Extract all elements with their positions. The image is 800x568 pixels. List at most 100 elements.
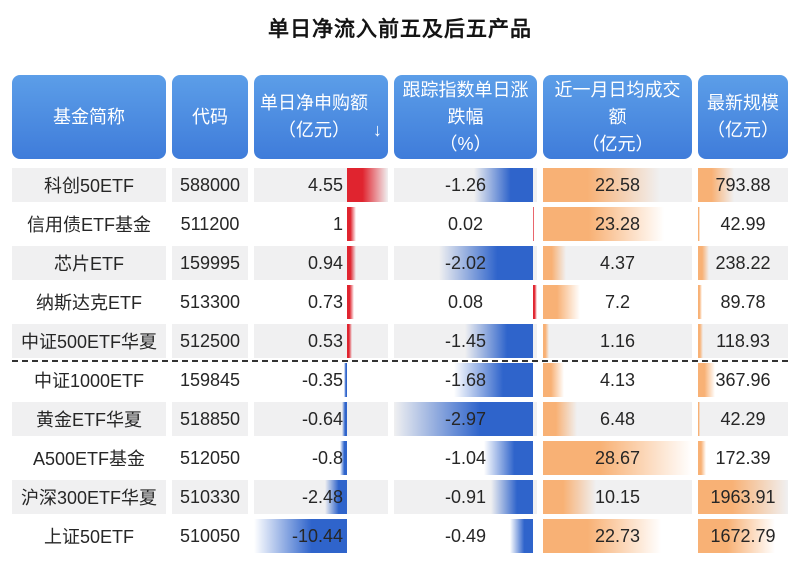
top-bottom-divider <box>12 360 788 362</box>
turnover-bar <box>543 207 664 241</box>
cell-name: 上证50ETF <box>12 519 166 553</box>
cell-code: 512050 <box>172 441 248 475</box>
cell-value: 23.28 <box>594 213 641 234</box>
sort-desc-icon[interactable]: ↓ <box>373 119 382 140</box>
cell-code: 512500 <box>172 324 248 358</box>
column-header-scale: 最新规模 （亿元） <box>698 75 788 159</box>
cell-net: -0.35 <box>254 363 388 397</box>
cell-value: 518850 <box>179 408 241 429</box>
chg-bar <box>533 207 535 241</box>
cell-value: 芯片ETF <box>54 254 124 274</box>
scale-bar <box>698 285 703 319</box>
cell-value: 黄金ETF华夏 <box>36 410 142 430</box>
cell-value: -0.8 <box>311 447 343 468</box>
cell-value: 793.88 <box>715 174 771 195</box>
cell-code: 518850 <box>172 402 248 436</box>
cell-code: 510050 <box>172 519 248 553</box>
cell-value: 0.73 <box>307 291 343 312</box>
cell-net: 0.73 <box>254 285 388 319</box>
cell-name: 科创50ETF <box>12 168 166 202</box>
table-row: 上证50ETF 510050 -10.44 -0.49 22.73 1672.79 <box>12 519 788 553</box>
cell-name: 纳斯达克ETF <box>12 285 166 319</box>
cell-value: 1 <box>332 213 343 234</box>
cell-value: 510050 <box>179 525 241 546</box>
column-header-net[interactable]: 单日净申购额 （亿元） ↓ <box>254 75 388 159</box>
cell-scale: 42.99 <box>698 207 788 241</box>
cell-name: 芯片ETF <box>12 246 166 280</box>
cell-chg: -0.49 <box>394 519 537 553</box>
cell-value: 0.53 <box>307 330 343 351</box>
cell-scale: 1672.79 <box>698 519 788 553</box>
scale-bar <box>698 363 715 397</box>
chg-bar <box>484 441 534 475</box>
cell-value: -1.45 <box>444 330 487 351</box>
column-header-code: 代码 <box>172 75 248 159</box>
cell-value: 0.02 <box>447 213 484 234</box>
scale-bar <box>698 168 735 202</box>
cell-value: -10.44 <box>291 525 343 546</box>
cell-code: 513300 <box>172 285 248 319</box>
chg-bar <box>474 168 534 202</box>
cell-value: 511200 <box>180 213 240 234</box>
cell-value: 512050 <box>179 447 241 468</box>
cell-turnover: 4.37 <box>543 246 692 280</box>
cell-value: 0.94 <box>307 252 343 273</box>
cell-scale: 793.88 <box>698 168 788 202</box>
cell-code: 159995 <box>172 246 248 280</box>
column-header-turnover: 近一月日均成交 额 （亿元） <box>543 75 692 159</box>
cell-value: 6.48 <box>599 408 636 429</box>
chg-bar <box>454 363 534 397</box>
cell-value: 22.58 <box>594 174 641 195</box>
net-bar <box>341 402 348 436</box>
cell-value: 238.22 <box>715 252 771 273</box>
cell-value: 367.96 <box>715 369 771 390</box>
cell-chg: -2.02 <box>394 246 537 280</box>
chg-bar <box>438 246 534 280</box>
cell-scale: 1963.91 <box>698 480 788 514</box>
cell-chg: -1.26 <box>394 168 537 202</box>
cell-chg: 0.08 <box>394 285 537 319</box>
fund-flow-table: 基金简称 代码 单日净申购额 （亿元） ↓ 跟踪指数单日涨 跌幅 （%） 近一月日均成交 … <box>12 75 788 558</box>
net-bar <box>254 519 348 553</box>
scale-bar <box>698 246 709 280</box>
cell-net: -2.48 <box>254 480 388 514</box>
cell-name: 沪深300ETF华夏 <box>12 480 166 514</box>
cell-value: 89.78 <box>720 291 766 312</box>
table-row: 沪深300ETF华夏 510330 -2.48 -0.91 10.15 1963.91 <box>12 480 788 514</box>
cell-value: 纳斯达克ETF <box>36 293 142 313</box>
cell-turnover: 6.48 <box>543 402 692 436</box>
cell-value: -2.02 <box>444 252 487 273</box>
cell-value: 中证1000ETF <box>33 371 145 391</box>
cell-name: 中证1000ETF <box>12 363 166 397</box>
column-header-label: 近一月日均成交 额 （亿元） <box>554 79 681 154</box>
chg-bar <box>394 402 534 436</box>
turnover-bar <box>543 246 566 280</box>
cell-value: -0.91 <box>444 486 487 507</box>
chg-bar <box>510 519 534 553</box>
column-header-name: 基金简称 <box>12 75 166 159</box>
cell-chg: -1.04 <box>394 441 537 475</box>
cell-value: 1963.91 <box>710 486 776 507</box>
cell-net: 0.53 <box>254 324 388 358</box>
cell-value: 159845 <box>179 369 241 390</box>
cell-turnover: 7.2 <box>543 285 692 319</box>
cell-value: -0.35 <box>301 369 343 390</box>
table-row: A500ETF基金 512050 -0.8 -1.04 28.67 172.39 <box>12 441 788 475</box>
column-header-label: 基金简称 <box>53 106 125 127</box>
cell-value: 科创50ETF <box>43 176 135 196</box>
table-row: 科创50ETF 588000 4.55 -1.26 22.58 793.88 <box>12 168 788 202</box>
cell-value: 42.99 <box>720 213 766 234</box>
scale-bar <box>698 480 788 514</box>
cell-value: 4.37 <box>599 252 636 273</box>
cell-scale: 42.29 <box>698 402 788 436</box>
scale-bar <box>698 324 704 358</box>
turnover-bar <box>543 519 662 553</box>
column-header-label: 最新规模 （亿元） <box>707 93 779 140</box>
column-header-label: 单日净申购额 （亿元） <box>260 93 368 140</box>
table-row: 纳斯达克ETF 513300 0.73 0.08 7.2 89.78 <box>12 285 788 319</box>
scale-bar <box>698 441 706 475</box>
cell-scale: 118.93 <box>698 324 788 358</box>
cell-value: 1672.79 <box>710 525 776 546</box>
cell-chg: -1.45 <box>394 324 537 358</box>
column-header-label: 跟踪指数单日涨 跌幅 （%） <box>402 79 529 154</box>
